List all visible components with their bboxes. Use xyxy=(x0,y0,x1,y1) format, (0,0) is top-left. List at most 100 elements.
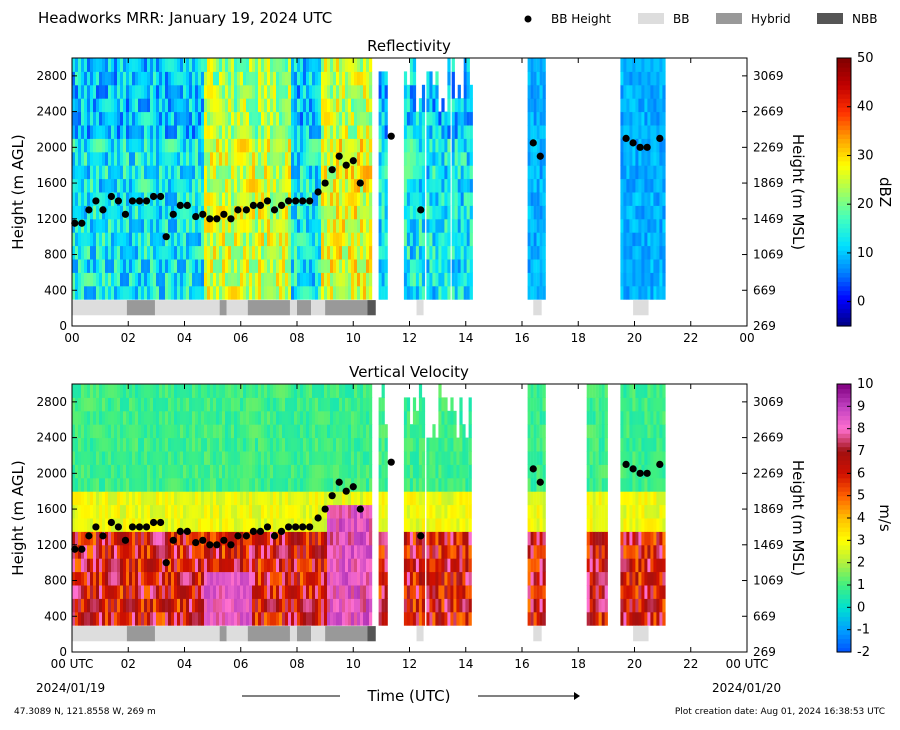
heatmap-cell xyxy=(267,478,270,492)
heatmap-cell xyxy=(126,598,129,612)
heatmap-cell xyxy=(165,152,168,166)
heatmap-cell xyxy=(470,138,473,152)
heatmap-cell xyxy=(363,259,366,273)
heatmap-cell xyxy=(117,138,120,152)
heatmap-cell xyxy=(138,545,141,559)
heatmap-cell xyxy=(99,397,102,411)
heatmap-cell xyxy=(635,58,638,72)
heatmap-cell xyxy=(638,272,641,286)
heatmap-cell xyxy=(273,138,276,152)
heatmap-cell xyxy=(144,246,147,260)
heatmap-cell xyxy=(336,505,339,519)
heatmap-cell xyxy=(641,179,644,193)
heatmap-cell xyxy=(467,246,470,260)
heatmap-cell xyxy=(297,505,300,519)
heatmap-cell xyxy=(342,272,345,286)
heatmap-cell xyxy=(147,219,150,233)
heatmap-cell xyxy=(543,246,546,260)
heatmap-cell xyxy=(419,505,422,519)
heatmap-cell xyxy=(441,505,444,519)
heatmap-cell xyxy=(357,478,360,492)
heatmap-cell xyxy=(620,205,623,219)
heatmap-cell xyxy=(102,112,105,126)
heatmap-cell xyxy=(165,98,168,112)
heatmap-cell xyxy=(321,272,324,286)
heatmap-cell xyxy=(435,598,438,612)
heatmap-cell xyxy=(153,152,156,166)
heatmap-cell xyxy=(315,286,318,300)
heatmap-cell xyxy=(174,572,177,586)
heatmap-cell xyxy=(309,286,312,300)
heatmap-cell xyxy=(96,411,99,425)
heatmap-cell xyxy=(213,585,216,599)
heatmap-cell xyxy=(407,545,410,559)
heatmap-cell xyxy=(303,598,306,612)
heatmap-cell xyxy=(426,598,429,612)
heatmap-cell xyxy=(300,424,303,438)
heatmap-cell xyxy=(379,125,382,139)
heatmap-cell xyxy=(342,384,345,398)
heatmap-cell xyxy=(291,505,294,519)
heatmap-cell xyxy=(432,272,435,286)
heatmap-cell xyxy=(659,205,662,219)
heatmap-cell xyxy=(285,491,288,505)
heatmap-cell xyxy=(461,192,464,206)
heatmap-cell xyxy=(96,531,99,545)
heatmap-cell xyxy=(650,192,653,206)
heatmap-cell xyxy=(635,272,638,286)
heatmap-cell xyxy=(470,219,473,233)
heatmap-cell xyxy=(444,424,447,438)
heatmap-cell xyxy=(324,478,327,492)
heatmap-cell xyxy=(330,286,333,300)
heatmap-cell xyxy=(105,491,108,505)
heatmap-cell xyxy=(644,165,647,179)
heatmap-cell xyxy=(429,531,432,545)
heatmap-cell xyxy=(147,286,150,300)
heatmap-cell xyxy=(357,491,360,505)
heatmap-cell xyxy=(138,598,141,612)
x-tick-label: 20 xyxy=(627,331,642,345)
heatmap-cell xyxy=(279,165,282,179)
heatmap-cell xyxy=(78,71,81,85)
heatmap-cell xyxy=(318,612,321,626)
heatmap-cell xyxy=(231,505,234,519)
heatmap-cell xyxy=(246,424,249,438)
heatmap-cell xyxy=(222,572,225,586)
heatmap-cell xyxy=(641,98,644,112)
heatmap-cell xyxy=(120,411,123,425)
heatmap-cell xyxy=(327,531,330,545)
heatmap-cell xyxy=(369,612,372,626)
heatmap-cell xyxy=(339,438,342,452)
heatmap-cell xyxy=(363,572,366,586)
heatmap-cell xyxy=(357,58,360,72)
heatmap-cell xyxy=(99,125,102,139)
heatmap-cell xyxy=(111,152,114,166)
heatmap-cell xyxy=(240,411,243,425)
heatmap-cell xyxy=(416,411,419,425)
heatmap-cell xyxy=(228,451,231,465)
heatmap-cell xyxy=(138,491,141,505)
heatmap-cell xyxy=(255,232,258,246)
heatmap-cell xyxy=(195,411,198,425)
heatmap-cell xyxy=(435,505,438,519)
heatmap-cell xyxy=(219,424,222,438)
heatmap-cell xyxy=(620,259,623,273)
heatmap-cell xyxy=(285,438,288,452)
heatmap-cell xyxy=(452,259,455,273)
heatmap-cell xyxy=(228,112,231,126)
heatmap-cell xyxy=(246,165,249,179)
heatmap-cell xyxy=(270,478,273,492)
heatmap-cell xyxy=(345,125,348,139)
heatmap-cell xyxy=(312,98,315,112)
heatmap-cell xyxy=(330,384,333,398)
heatmap-cell xyxy=(123,58,126,72)
heatmap-cell xyxy=(186,451,189,465)
heatmap-cell xyxy=(416,505,419,519)
heatmap-cell xyxy=(318,259,321,273)
heatmap-cell xyxy=(93,531,96,545)
heatmap-cell xyxy=(419,112,422,126)
heatmap-cell xyxy=(78,612,81,626)
heatmap-cell xyxy=(632,232,635,246)
heatmap-cell xyxy=(410,424,413,438)
heatmap-cell xyxy=(249,286,252,300)
